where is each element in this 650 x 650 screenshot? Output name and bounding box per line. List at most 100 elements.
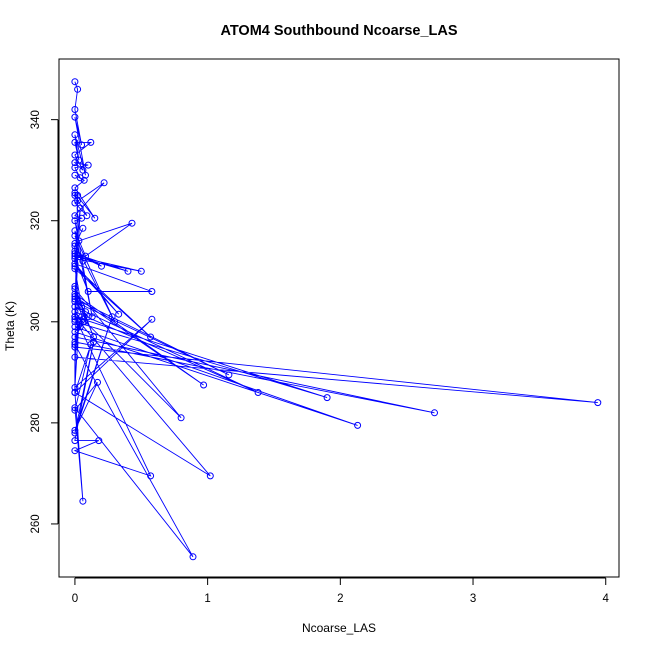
data-point [100,179,108,187]
data-point [431,409,438,417]
data-point [71,333,79,341]
data-point [71,227,79,235]
data-point [225,371,233,379]
data-point [147,472,155,480]
data-point [71,318,79,326]
data-point [71,131,79,139]
data-point [71,429,79,437]
x-tick-label: 1 [204,593,210,605]
data-point [71,313,79,321]
data-point [71,184,79,192]
data-point [79,497,87,505]
x-tick-label: 3 [470,593,476,605]
data-point [74,85,82,93]
plot-area [71,78,602,561]
data-point [71,404,79,412]
data-point [71,328,79,336]
data-point [71,262,79,270]
data-point [71,138,79,146]
data-point [71,199,79,207]
data-point [71,437,79,445]
data-point [90,333,97,341]
data-point [71,308,79,316]
data-point [148,315,156,323]
data-point [90,338,97,346]
data-point [71,171,79,179]
data-point [95,437,103,445]
data-point [254,389,262,396]
data-point [71,260,79,268]
data-point [71,290,79,298]
y-tick-label: 340 [30,110,42,129]
y-tick-label: 280 [30,413,42,432]
data-point [71,159,79,167]
data-point [71,323,79,331]
data-point [78,303,86,311]
y-axis-label: Theta (K) [3,301,17,351]
data-point [98,262,105,270]
data-point [200,381,208,389]
data-point [137,267,145,275]
x-tick-label: 4 [603,593,610,605]
data-point [128,219,136,227]
data-point [71,338,79,346]
data-point [71,242,79,250]
y-tick-label: 300 [30,312,42,331]
data-point [71,252,79,260]
y-axis: 260 280 300 320 340 [30,110,59,534]
data-point [71,212,79,220]
data-point [79,257,87,265]
data-point [88,313,96,321]
x-axis-label: Ncoarse_LAS [302,621,376,635]
data-point [94,378,101,386]
data-point [177,414,185,422]
series-line [73,81,598,558]
data-point [71,106,79,113]
data-point [71,303,79,311]
data-point [71,426,79,434]
data-point [71,315,79,323]
data-point [71,265,79,273]
data-point [71,78,79,86]
x-tick-label: 2 [337,593,343,605]
data-point [71,247,79,255]
data-point [80,176,88,184]
data-point [71,447,79,455]
data-point [108,313,116,321]
data-point [189,553,197,561]
data-point [71,353,79,361]
data-point [71,191,79,199]
data-point [124,267,132,275]
data-point [71,164,79,172]
data-point [71,240,79,247]
data-point [78,214,86,222]
data-point [148,288,156,295]
y-tick-label: 320 [30,211,42,230]
data-point [71,232,79,240]
data-point [76,323,84,331]
data-point [71,250,79,258]
data-point [84,161,92,169]
y-tick-label: 260 [30,514,42,533]
data-point [71,384,79,391]
data-point [147,333,155,341]
data-point [71,293,79,300]
data-point [84,313,92,321]
data-point [206,472,214,480]
x-tick-label: 0 [72,593,78,605]
data-point [71,282,79,290]
data-point [594,399,602,407]
chart-title: ATOM4 Southbound Ncoarse_LAS [220,23,457,39]
data-point [87,138,95,146]
data-point [71,298,79,306]
plot-frame [58,58,620,578]
data-point [71,151,79,159]
data-point [71,217,79,225]
data-point [79,224,87,232]
data-point [78,141,86,149]
data-point [84,288,92,295]
x-axis: 0 1 2 3 4 [72,577,610,605]
data-point [71,341,79,348]
data-point [354,421,362,429]
